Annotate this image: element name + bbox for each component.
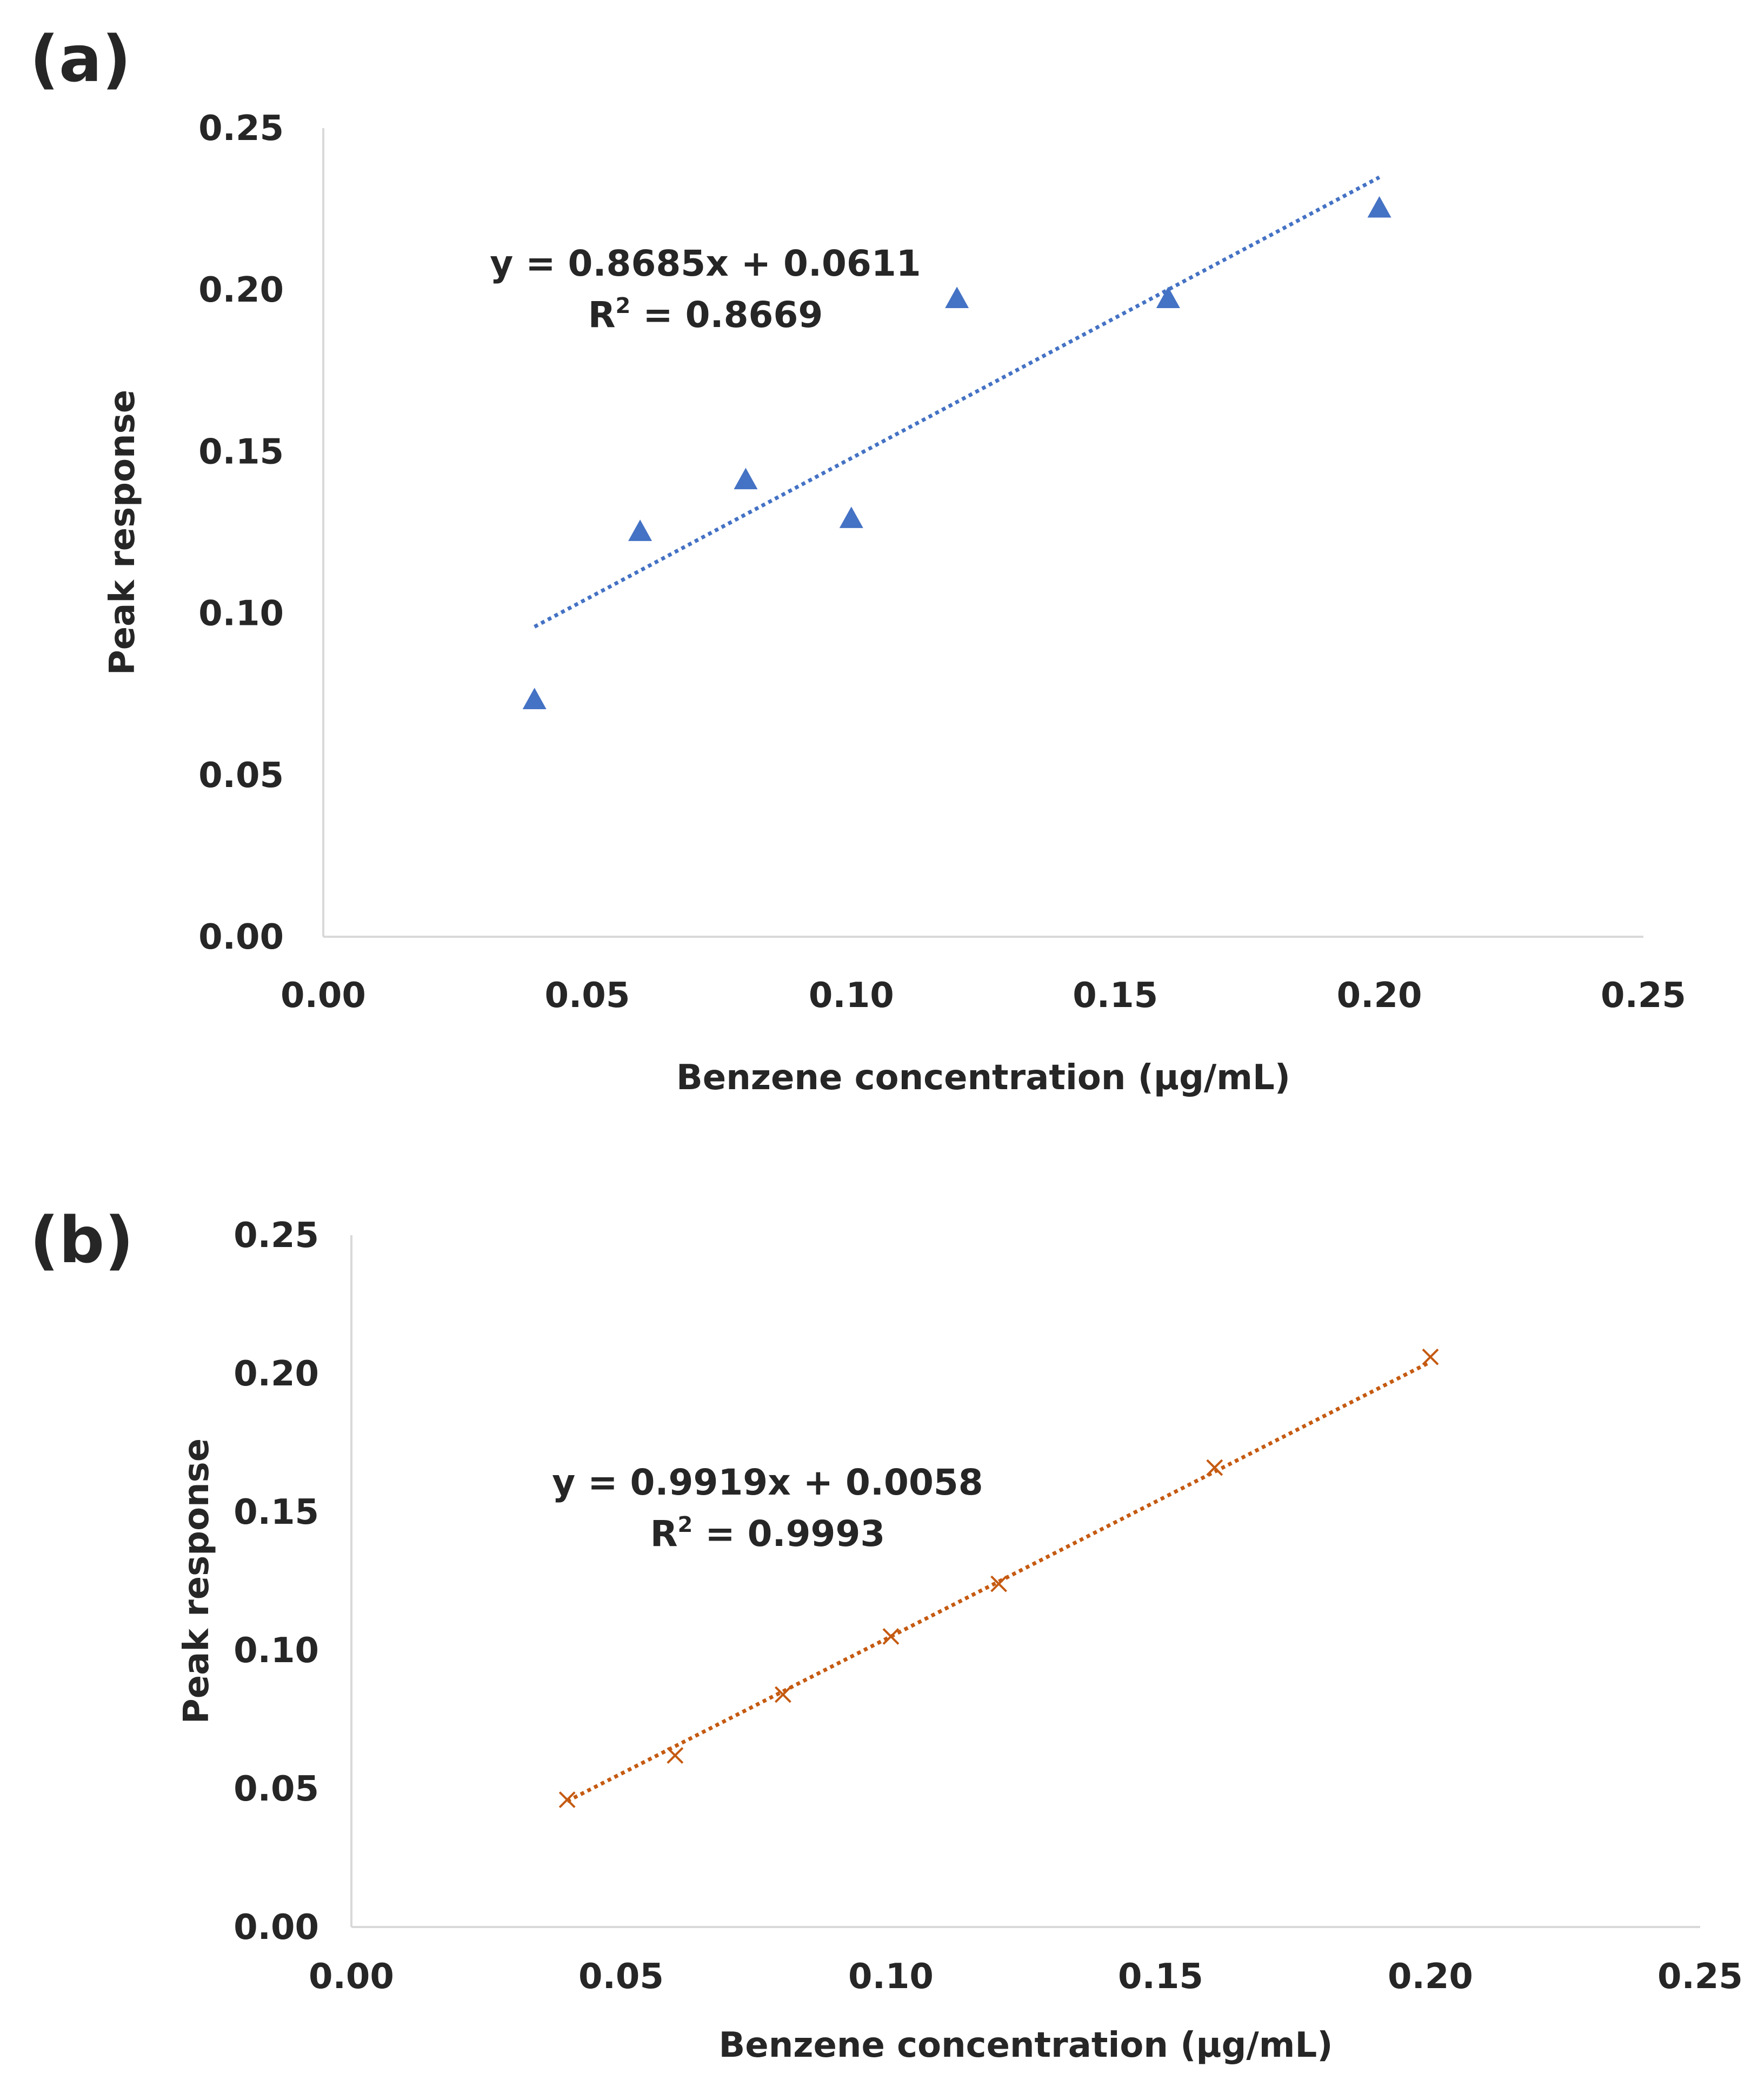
data-point [990,1575,1008,1592]
panel-label-b: (b) [30,1203,134,1277]
y-tick-label: 0.00 [234,1908,319,1948]
data-point [774,1686,791,1703]
r-squared-value: = 0.8669 [630,294,823,336]
scatter-chart-a: 0.00 0.05 0.10 0.15 0.20 0.25 0.00 0.05 0.10 0.15… [103,109,1686,1098]
y-tick-label: 0.20 [198,270,284,310]
y-tick-label: 0.10 [198,594,284,634]
data-point [1206,1459,1223,1476]
r-squared-label: R2 = 0.8669 [588,294,823,336]
x-tick-label: 0.05 [578,1957,664,1997]
r-squared-symbol: R [588,294,616,336]
trendline-equation: y = 0.9919x + 0.0058 [552,1462,983,1503]
data-point [558,1791,576,1808]
x-tick-label: 0.25 [1601,976,1686,1016]
x-tick-label: 0.20 [1388,1957,1473,1997]
y-tick-label: 0.00 [198,917,284,957]
trendline-equation: y = 0.8685x + 0.0611 [490,243,921,284]
data-point-stroke [774,1686,791,1703]
r-squared-value: = 0.9993 [692,1513,885,1555]
data-point-stroke [990,1575,1008,1592]
y-tick-label: 0.20 [234,1354,319,1394]
x-tick-label: 0.10 [848,1957,934,1997]
x-axis-title: Benzene concentration (µg/mL) [676,1058,1290,1098]
y-axis-title: Peak response [177,1438,217,1724]
x-tick-label: 0.10 [809,976,894,1016]
y-tick-label: 0.25 [234,1216,319,1256]
chart-panel-b: (b) 0.00 0.05 0.10 0.15 0.20 0.25 0.00 0.05 0.10… [0,1108,1758,2100]
data-point-stroke [558,1791,576,1808]
x-tick-label: 0.00 [281,976,366,1016]
data-point [1422,1348,1439,1365]
y-tick-label: 0.15 [198,432,284,472]
x-tick-label: 0.15 [1118,1957,1203,1997]
chart-panel-a: (a) 0.00 0.05 0.10 0.15 0.20 0.25 0.00 0.05 0.10… [30,22,1686,1098]
y-tick-label: 0.05 [198,756,284,796]
data-point [628,519,652,541]
data-point-stroke [1422,1348,1439,1365]
data-point [734,468,758,490]
y-tick-label: 0.25 [198,109,284,149]
data-point-stroke [882,1628,900,1645]
x-tick-label: 0.00 [309,1957,394,1997]
x-axis-title: Benzene concentration (µg/mL) [719,2025,1333,2065]
x-tick-label: 0.25 [1657,1957,1743,1997]
data-point [1156,286,1180,308]
data-point-stroke [1206,1459,1223,1476]
data-point [522,688,547,710]
y-tick-label: 0.05 [234,1769,319,1809]
trendline [534,175,1381,629]
x-tick-label: 0.05 [544,976,630,1016]
y-tick-label: 0.10 [234,1631,319,1671]
r-squared-symbol: R [650,1513,678,1555]
data-point [1367,196,1391,218]
data-point-stroke [667,1747,684,1764]
data-point [667,1747,684,1764]
x-tick-label: 0.15 [1073,976,1158,1016]
x-tick-label: 0.20 [1337,976,1422,1016]
scatter-chart-b: 0.00 0.05 0.10 0.15 0.20 0.25 0.00 0.05 0.10 0.15… [177,1216,1743,2065]
r-squared-superscript: 2 [678,1512,693,1537]
y-axis-title: Peak response [103,390,143,675]
r-squared-superscript: 2 [616,294,631,318]
trendline [566,1360,1431,1803]
data-point [839,506,863,528]
data-point [945,286,969,308]
y-tick-label: 0.15 [234,1492,319,1532]
panel-label-a: (a) [30,22,131,96]
data-point [882,1628,900,1645]
r-squared-label: R2 = 0.9993 [650,1512,885,1555]
